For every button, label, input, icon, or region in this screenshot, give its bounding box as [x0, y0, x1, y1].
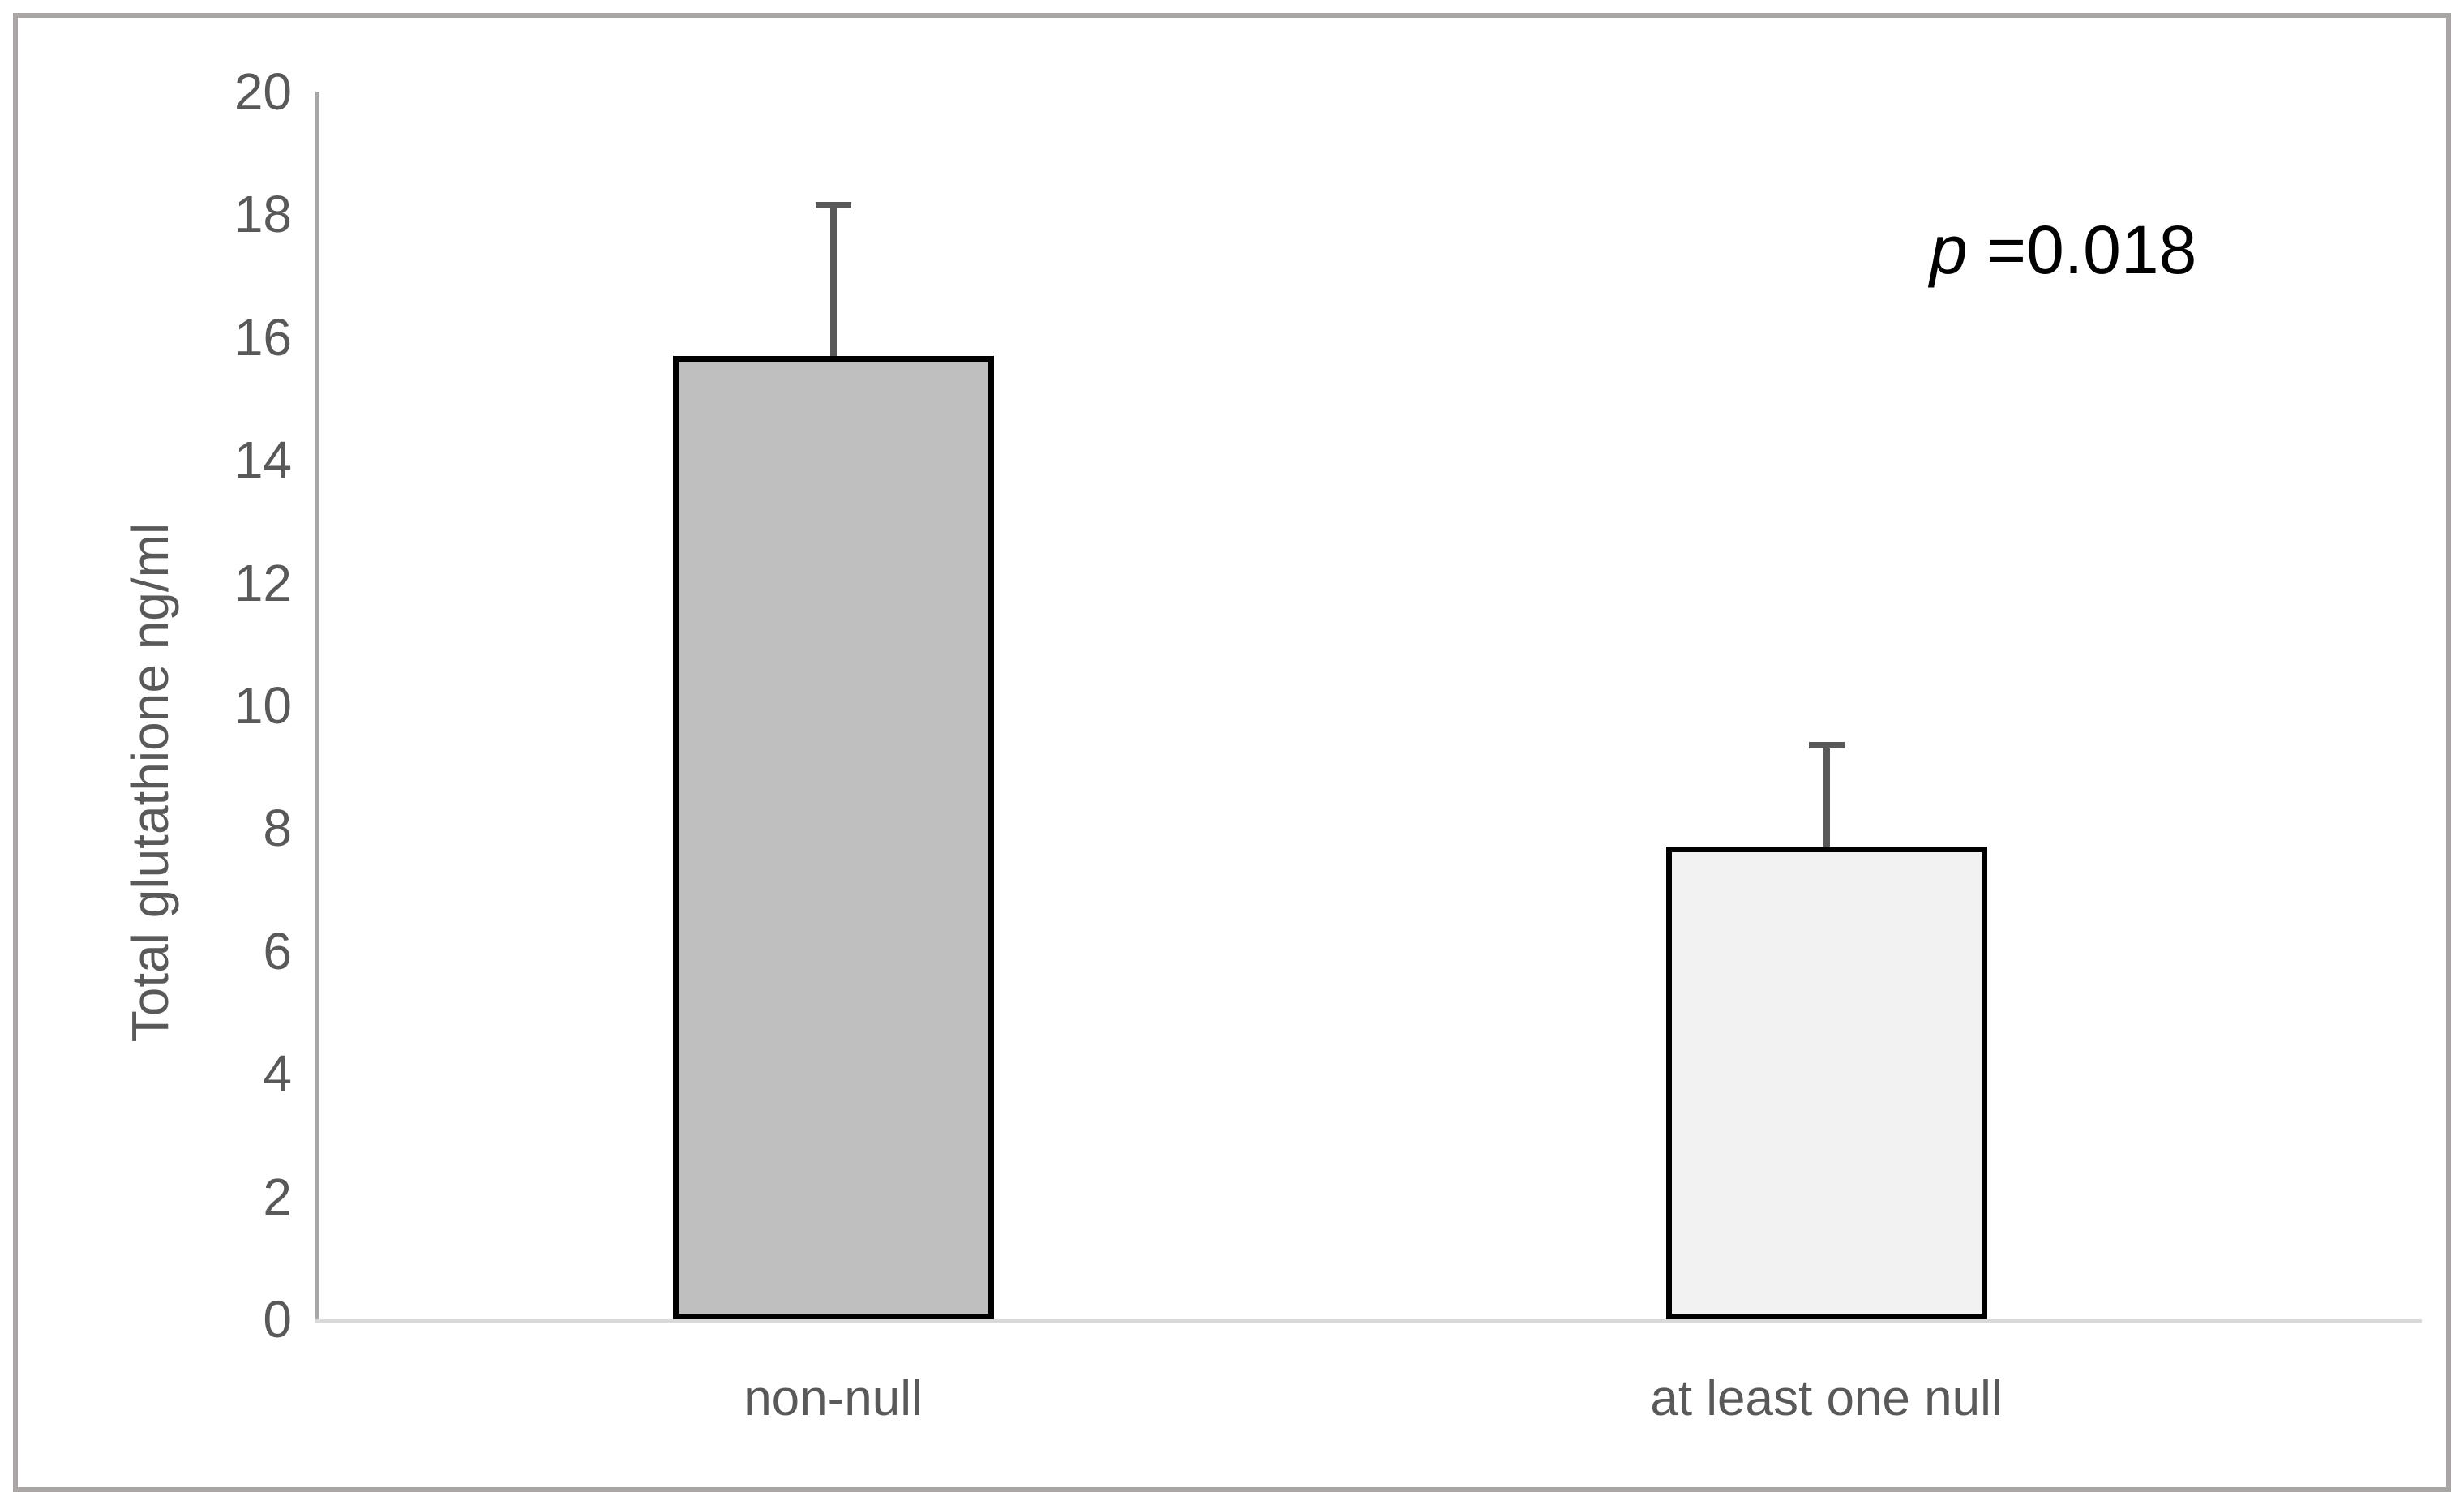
y-tick-label: 0 — [263, 1290, 292, 1348]
p-value-text: =0.018 — [1967, 212, 2197, 288]
category-slot: at least one null — [1330, 92, 2323, 1426]
category-slot: non-null — [336, 92, 1330, 1426]
plot-area: 0 2 4 6 8 10 12 14 16 18 20 non-null at least one n… — [234, 66, 2422, 1426]
p-symbol: p — [1930, 212, 1968, 288]
y-tick-label: 16 — [234, 307, 292, 367]
y-tick-label: 14 — [234, 431, 292, 490]
x-category-label: at least one null — [1650, 1370, 2003, 1426]
error-bar — [815, 202, 851, 356]
y-tick-label: 20 — [234, 62, 292, 121]
p-value-annotation: p =0.018 — [1930, 216, 2196, 284]
error-whisker — [1823, 742, 1830, 847]
figure-frame: Total glutathione ng/ml 0 2 4 6 8 10 12 14 16 18 2… — [13, 13, 2451, 1492]
x-axis-baseline — [315, 1319, 2422, 1323]
y-tick-label: 2 — [263, 1167, 292, 1226]
error-cap — [1808, 742, 1845, 749]
y-axis-title: Total glutathione ng/ml — [121, 522, 179, 1043]
bar — [1665, 847, 1987, 1319]
y-tick-label: 8 — [263, 799, 292, 858]
y-tick-label: 4 — [263, 1044, 292, 1104]
error-whisker — [829, 202, 837, 356]
error-cap — [815, 202, 851, 209]
x-category-label: non-null — [743, 1370, 923, 1426]
y-tick-label: 12 — [234, 553, 292, 612]
y-tick-label: 6 — [263, 921, 292, 980]
y-axis-line — [315, 92, 319, 1319]
y-tick-label: 10 — [234, 676, 292, 735]
y-tick-label: 18 — [234, 185, 292, 244]
category-slots: non-null at least one null — [336, 92, 2323, 1426]
error-bar — [1808, 742, 1845, 847]
bar — [672, 355, 994, 1319]
